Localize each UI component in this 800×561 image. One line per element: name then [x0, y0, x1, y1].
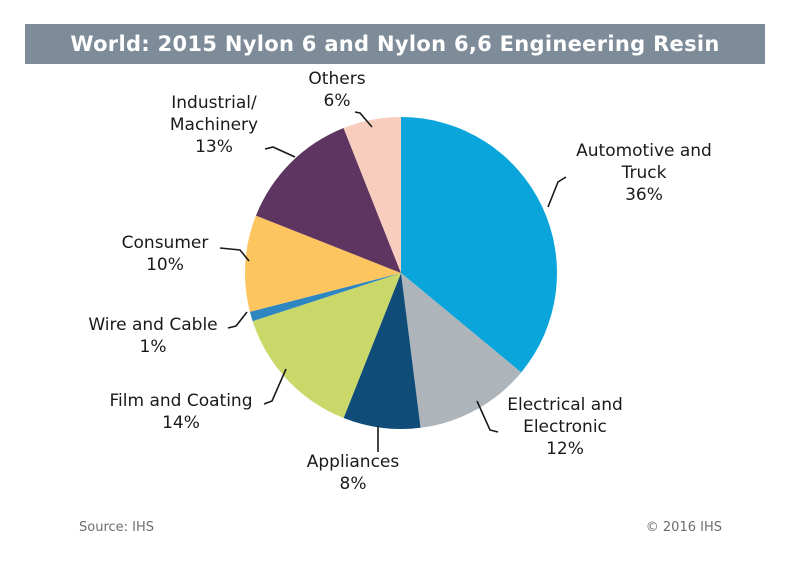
leader-line: [547, 176, 567, 208]
source-note: Source: IHS: [79, 520, 155, 535]
leader-line: [264, 146, 296, 158]
slice-category: Automotive and: [576, 141, 712, 161]
slice-label: Appliances 8%: [307, 452, 400, 494]
leader-line: [263, 368, 287, 405]
chart-title: World: 2015 Nylon 6 and Nylon 6,6 Engine…: [25, 24, 765, 96]
pie-slice-consumer: [245, 215, 401, 312]
pie-slice-film-and-coating: [252, 273, 401, 419]
pie-slice-industrial-machinery: [255, 127, 401, 273]
copyright-note: © 2016 IHS: [645, 520, 722, 535]
slice-label: Industrial/Machinery 13%: [170, 93, 258, 157]
pie-slice-others: [343, 117, 401, 273]
slice-label: Wire and Cable 1%: [88, 315, 217, 357]
slice-label: Consumer 10%: [122, 233, 209, 275]
leader-line: [219, 247, 250, 262]
slice-category: Wire and Cable: [88, 315, 217, 335]
slice-category: Others: [308, 69, 365, 89]
slice-percent: 6%: [324, 91, 351, 111]
slice-label: Others 6%: [308, 69, 365, 111]
slice-label: Automotive and Truck 36%: [576, 141, 712, 205]
slice-category: Film and Coating: [110, 391, 253, 411]
slice-percent: 1%: [140, 337, 167, 357]
leader-line: [227, 311, 248, 329]
slice-category: Industrial/: [171, 93, 257, 113]
pie-slice-appliances: [343, 273, 421, 429]
slice-percent: 13%: [195, 137, 233, 157]
slice-percent: 12%: [546, 439, 584, 459]
slice-percent: 10%: [146, 255, 184, 275]
slice-percent: 14%: [162, 413, 200, 433]
slice-category: Electronic: [523, 417, 607, 437]
slice-category: Machinery: [170, 115, 258, 135]
pie-slice-automotive-and-truck: [401, 117, 557, 373]
slice-label: Film and Coating 14%: [110, 391, 253, 433]
leader-line: [476, 400, 499, 433]
slice-category: Truck: [621, 163, 667, 183]
leader-line: [354, 111, 373, 128]
pie-slice-electrical-and-electronic: [401, 273, 522, 428]
slice-category: Consumer: [122, 233, 209, 253]
slice-percent: 36%: [625, 185, 663, 205]
slice-category: Appliances: [307, 452, 400, 472]
slice-percent: 8%: [340, 474, 367, 494]
slice-category: Electrical and: [507, 395, 623, 415]
pie-slice-wire-and-cable: [249, 273, 401, 322]
slice-label: Electrical and Electronic 12%: [507, 395, 623, 459]
